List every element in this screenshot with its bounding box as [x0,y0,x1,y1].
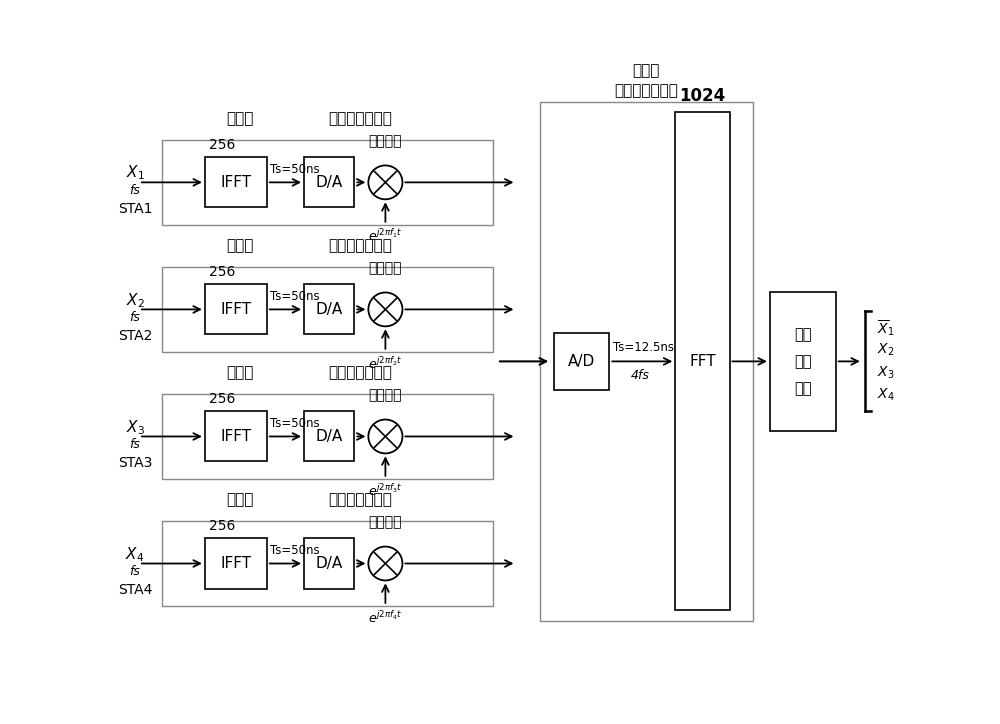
Text: fs: fs [130,184,141,196]
Text: X$_3$: X$_3$ [126,418,145,437]
Text: D/A: D/A [316,429,343,444]
Text: 频谱搬移: 频谱搬移 [369,261,402,276]
Bar [540,101,753,621]
Text: 1024: 1024 [679,87,726,104]
Bar [675,112,730,610]
Bar [162,521,493,606]
Text: 基带的部分模块: 基带的部分模块 [614,83,678,98]
Circle shape [368,419,402,453]
Text: Ts=50ns: Ts=50ns [270,290,320,303]
Text: 接收端: 接收端 [633,64,660,78]
Text: A/D: A/D [568,354,595,369]
Text: 信号: 信号 [794,354,811,369]
Bar [304,157,354,207]
Text: $X_2$: $X_2$ [877,342,894,358]
Text: Ts=50ns: Ts=50ns [270,544,320,557]
Text: Ts=50ns: Ts=50ns [270,417,320,430]
Text: 发射端: 发射端 [226,492,253,508]
Text: X$_2$: X$_2$ [126,291,145,310]
Text: X$_1$: X$_1$ [126,164,145,182]
Bar [205,539,267,589]
Text: 基带的部分模块: 基带的部分模块 [328,238,392,253]
Text: IFFT: IFFT [220,556,251,571]
Text: fs: fs [130,565,141,578]
Bar [205,411,267,461]
Bar [770,292,836,431]
Text: STA4: STA4 [118,584,152,597]
Text: 频谱搬移: 频谱搬移 [369,389,402,403]
Bar [304,539,354,589]
Text: 基带的部分模块: 基带的部分模块 [328,492,392,508]
Circle shape [368,292,402,327]
Text: 256: 256 [209,138,235,152]
Bar [205,157,267,207]
Text: 发射端: 发射端 [226,365,253,380]
Text: fs: fs [130,311,141,324]
Text: $X_4$: $X_4$ [877,387,894,403]
Text: $e^{j2\pi f_1t}$: $e^{j2\pi f_1t}$ [368,229,403,245]
Text: fs: fs [130,438,141,450]
Bar [304,285,354,334]
Text: X$_4$: X$_4$ [125,545,145,563]
Text: Ts=50ns: Ts=50ns [270,163,320,176]
Bar [205,285,267,334]
Bar [162,394,493,479]
Text: $\overline{X}_1$: $\overline{X}_1$ [877,318,894,338]
Text: 256: 256 [209,265,235,279]
Text: STA3: STA3 [118,456,152,471]
Text: $e^{j2\pi f_4t}$: $e^{j2\pi f_4t}$ [368,610,403,626]
Text: 256: 256 [209,392,235,406]
Text: D/A: D/A [316,175,343,190]
Text: FFT: FFT [689,354,716,369]
Text: 基带的部分模块: 基带的部分模块 [328,111,392,126]
Bar [554,332,609,390]
Text: 频域: 频域 [794,327,811,342]
Bar [304,411,354,461]
Text: D/A: D/A [316,556,343,571]
Text: STA2: STA2 [118,329,152,343]
Text: $X_3$: $X_3$ [877,364,894,381]
Text: IFFT: IFFT [220,302,251,317]
Circle shape [368,165,402,199]
Text: STA1: STA1 [118,202,152,216]
Text: Ts=12.5ns: Ts=12.5ns [613,341,674,354]
Text: D/A: D/A [316,302,343,317]
Text: 发射端: 发射端 [226,111,253,126]
Text: 分离: 分离 [794,381,811,396]
Bar [162,267,493,352]
Circle shape [368,547,402,581]
Text: $e^{j2\pi f_2t}$: $e^{j2\pi f_2t}$ [368,355,403,371]
Text: 发射端: 发射端 [226,238,253,253]
Text: IFFT: IFFT [220,175,251,190]
Bar [162,140,493,224]
Text: 256: 256 [209,519,235,533]
Text: $e^{j2\pi f_3t}$: $e^{j2\pi f_3t}$ [368,483,403,499]
Text: 基带的部分模块: 基带的部分模块 [328,365,392,380]
Text: 频谱搬移: 频谱搬移 [369,135,402,148]
Text: 频谱搬移: 频谱搬移 [369,515,402,530]
Text: 4fs: 4fs [631,369,650,382]
Text: IFFT: IFFT [220,429,251,444]
